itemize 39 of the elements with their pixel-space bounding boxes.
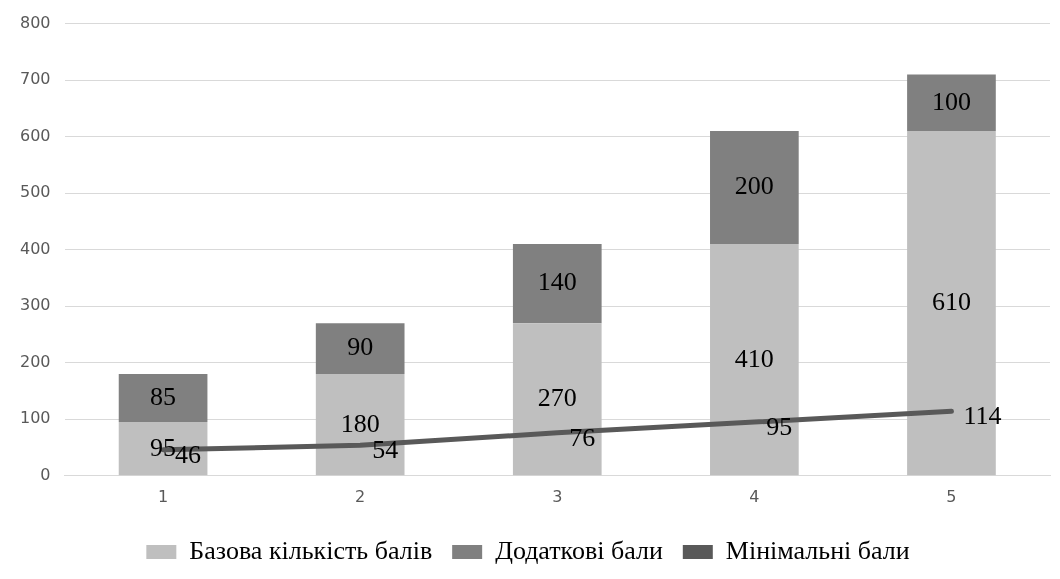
x-tick-label: 2: [355, 486, 366, 506]
bar: [512, 323, 602, 476]
y-tick-label: 700: [19, 69, 51, 89]
data-label: 410: [734, 343, 774, 373]
legend-label: Додаткові бали: [495, 535, 663, 565]
data-label: 90: [347, 332, 374, 362]
data-label: 100: [931, 86, 971, 116]
x-tick-label: 1: [157, 486, 169, 506]
data-label: 610: [931, 286, 971, 316]
bar: [315, 374, 405, 476]
data-label: 180: [340, 408, 380, 438]
y-tick-label: 800: [19, 12, 51, 32]
y-tick-label: 400: [19, 238, 51, 258]
bar: [315, 323, 405, 375]
bar: [710, 244, 799, 476]
bar: [907, 74, 996, 131]
y-tick-label: 200: [19, 351, 51, 371]
data-label: 85: [150, 381, 177, 411]
y-tick-label: 300: [19, 295, 51, 315]
data-label: 200: [734, 171, 774, 201]
x-tick-label: 4: [749, 486, 760, 506]
bar: [710, 131, 799, 245]
legend-label: Мінімальні бали: [725, 535, 910, 565]
data-label: 140: [537, 267, 577, 297]
y-tick-label: 500: [19, 182, 51, 202]
data-label: 114: [963, 401, 1002, 431]
y-tick-label: 600: [19, 125, 51, 145]
data-label: 76: [569, 422, 596, 452]
data-label: 46: [175, 439, 202, 469]
data-label: 54: [372, 435, 399, 465]
data-label: 95: [766, 411, 793, 441]
x-tick-label: 5: [946, 486, 957, 506]
y-tick-label: 0: [40, 464, 51, 484]
bar: [512, 244, 602, 324]
data-label: 270: [537, 383, 577, 413]
x-tick-label: 3: [552, 486, 563, 506]
y-tick-label: 100: [19, 408, 51, 428]
bar: [118, 374, 208, 423]
legend-label: Базова кількість балів: [189, 535, 433, 565]
